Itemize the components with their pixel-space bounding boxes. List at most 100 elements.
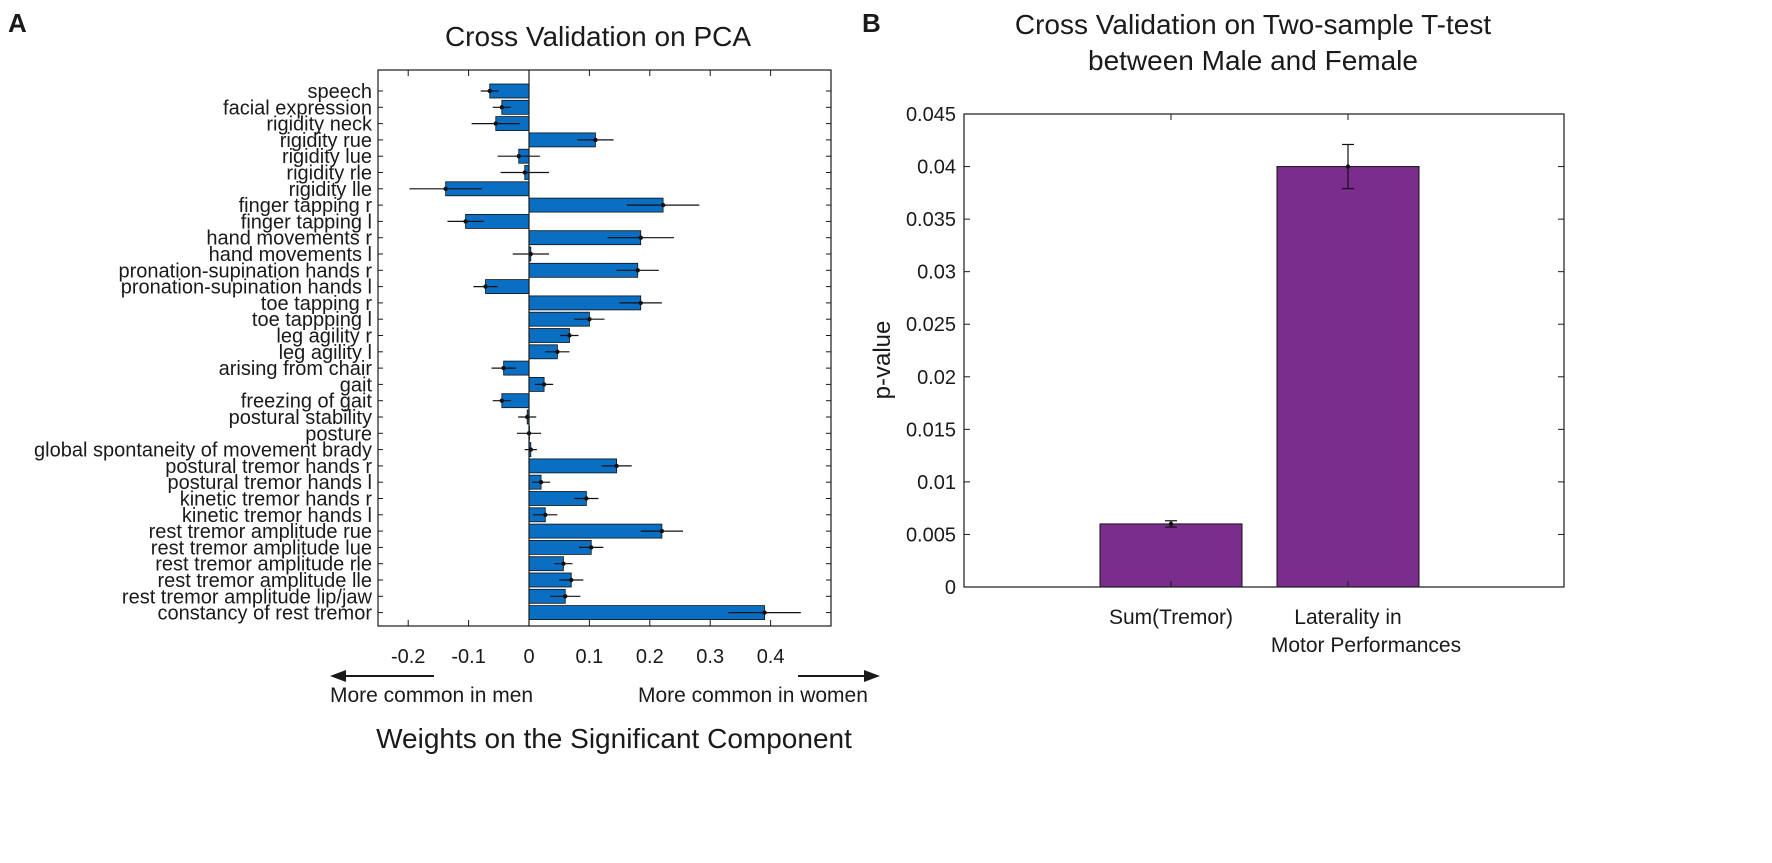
category-label-a-25: kinetic tremor hands r bbox=[180, 489, 373, 511]
category-label-a-5: rigidity rle bbox=[286, 163, 372, 185]
ytick-label-b-2: 0.01 bbox=[917, 472, 956, 494]
ytick-label-b-8: 0.04 bbox=[917, 157, 956, 179]
point-a-14 bbox=[587, 317, 592, 322]
point-a-22 bbox=[528, 447, 534, 452]
chart-a-men-arrow: More common in men bbox=[330, 670, 533, 707]
point-a-29 bbox=[561, 561, 566, 566]
ytick-label-b-7: 0.035 bbox=[906, 209, 956, 231]
chart-a-bars bbox=[409, 83, 801, 620]
point-a-15 bbox=[567, 333, 572, 338]
xtick-label-a-5: 0.3 bbox=[696, 646, 724, 668]
point-a-0 bbox=[487, 88, 492, 94]
point-a-9 bbox=[638, 235, 643, 240]
chart-b-title-line2: between Male and Female bbox=[1088, 45, 1418, 76]
bar-b-1 bbox=[1276, 166, 1420, 588]
point-a-13 bbox=[638, 300, 643, 306]
women-arrow-head bbox=[864, 670, 880, 682]
point-a-28 bbox=[589, 545, 594, 550]
point-a-12 bbox=[483, 284, 488, 289]
point-a-4 bbox=[516, 154, 521, 159]
point-a-20 bbox=[524, 414, 530, 420]
category-label-a-8: finger tapping l bbox=[241, 211, 372, 233]
category-label-a-31: rest tremor amplitude lip/jaw bbox=[122, 586, 373, 608]
men-arrow-head bbox=[330, 670, 346, 682]
category-label-a-7: finger tapping r bbox=[239, 195, 373, 217]
point-a-5 bbox=[522, 170, 527, 175]
category-label-a-14: toe tappping l bbox=[252, 309, 372, 331]
category-label-a-18: gait bbox=[340, 374, 373, 396]
point-a-8 bbox=[463, 219, 468, 224]
category-label-a-21: posture bbox=[305, 423, 372, 445]
category-label-a-32: constancy of rest tremor bbox=[157, 603, 372, 625]
point-a-30 bbox=[569, 577, 574, 583]
category-label-a-13: toe tapping r bbox=[261, 293, 373, 315]
ytick-label-b-1: 0.005 bbox=[906, 524, 956, 546]
ytick-label-b-9: 0.045 bbox=[906, 104, 956, 126]
point-a-17 bbox=[501, 365, 506, 371]
category-label-a-16: leg agility l bbox=[279, 342, 372, 364]
category-label-a-9: hand movements r bbox=[206, 228, 372, 250]
category-label-b-0: Sum(Tremor) bbox=[1109, 606, 1233, 629]
chart-a-title: Cross Validation on PCA bbox=[445, 21, 751, 52]
category-label-a-3: rigidity rue bbox=[280, 130, 372, 152]
category-label-a-10: hand movements l bbox=[209, 244, 372, 266]
bar-b-0 bbox=[1099, 523, 1243, 588]
ytick-label-b-0: 0 bbox=[945, 577, 956, 599]
point-a-24 bbox=[538, 480, 544, 485]
chart-a-women-arrow: More common in women bbox=[638, 670, 880, 707]
category-label-a-0: speech bbox=[308, 81, 373, 103]
xtick-label-a-6: 0.4 bbox=[757, 646, 785, 668]
chart-a-xlabel: Weights on the Significant Component bbox=[376, 723, 852, 754]
point-a-2 bbox=[493, 121, 498, 126]
xtick-label-a-3: 0.1 bbox=[575, 646, 603, 668]
point-a-3 bbox=[593, 137, 598, 143]
category-label-a-23: postural tremor hands r bbox=[165, 456, 372, 478]
chart-b-axes: Sum(Tremor) Laterality in Motor Performanc… bbox=[906, 104, 1564, 657]
category-label-a-17: arising from chair bbox=[219, 358, 373, 380]
category-label2-b-1: Motor Performances bbox=[1271, 634, 1461, 657]
point-a-31 bbox=[563, 594, 568, 599]
point-a-16 bbox=[555, 349, 560, 354]
point-a-1 bbox=[499, 105, 505, 110]
point-a-19 bbox=[499, 398, 505, 403]
chart-b-title-line1: Cross Validation on Two-sample T-test bbox=[1015, 9, 1491, 40]
category-label-a-26: kinetic tremor hands l bbox=[182, 505, 372, 527]
category-label-a-24: postural tremor hands l bbox=[167, 472, 372, 494]
point-a-6 bbox=[443, 186, 448, 191]
category-label-a-4: rigidity lue bbox=[282, 146, 372, 168]
category-label-a-29: rest tremor amplitude rle bbox=[155, 554, 372, 576]
point-a-27 bbox=[659, 528, 665, 534]
category-label-a-19: freezing of gait bbox=[241, 391, 373, 413]
category-label-a-12: pronation-supination hands l bbox=[121, 277, 372, 299]
xtick-label-a-1: -0.1 bbox=[451, 646, 485, 668]
ytick-label-b-4: 0.02 bbox=[917, 367, 956, 389]
chart-a-plot-frame bbox=[377, 69, 832, 627]
category-label-a-28: rest tremor amplitude lue bbox=[151, 537, 372, 559]
point-b-0 bbox=[1168, 521, 1174, 527]
xtick-label-a-4: 0.2 bbox=[636, 646, 664, 668]
xtick-label-a-2: 0 bbox=[523, 646, 534, 668]
category-label-a-20: postural stability bbox=[229, 407, 372, 429]
chart-b-plot-frame bbox=[963, 113, 1565, 588]
point-a-26 bbox=[543, 512, 548, 517]
category-label-a-30: rest tremor amplitude lle bbox=[157, 570, 372, 592]
men-arrow-label: More common in men bbox=[330, 684, 533, 707]
point-b-1 bbox=[1345, 164, 1351, 169]
category-label-a-22: global spontaneity of movement brady bbox=[34, 440, 372, 462]
point-a-11 bbox=[635, 268, 640, 273]
category-label-a-6: rigidity lle bbox=[289, 179, 372, 201]
point-a-7 bbox=[660, 202, 666, 208]
panel-label-b: B bbox=[862, 8, 881, 38]
panel-label-a: A bbox=[8, 8, 27, 38]
point-a-10 bbox=[528, 251, 534, 257]
category-label-a-2: rigidity neck bbox=[266, 114, 373, 136]
women-arrow-label: More common in women bbox=[638, 684, 868, 707]
category-label-a-15: leg agility r bbox=[276, 326, 372, 348]
category-label-a-27: rest tremor amplitude rue bbox=[149, 521, 372, 543]
point-a-23 bbox=[614, 463, 619, 469]
chart-b-ylabel: p-value bbox=[869, 321, 896, 400]
ytick-label-b-3: 0.015 bbox=[906, 419, 956, 441]
point-a-32 bbox=[762, 610, 767, 615]
